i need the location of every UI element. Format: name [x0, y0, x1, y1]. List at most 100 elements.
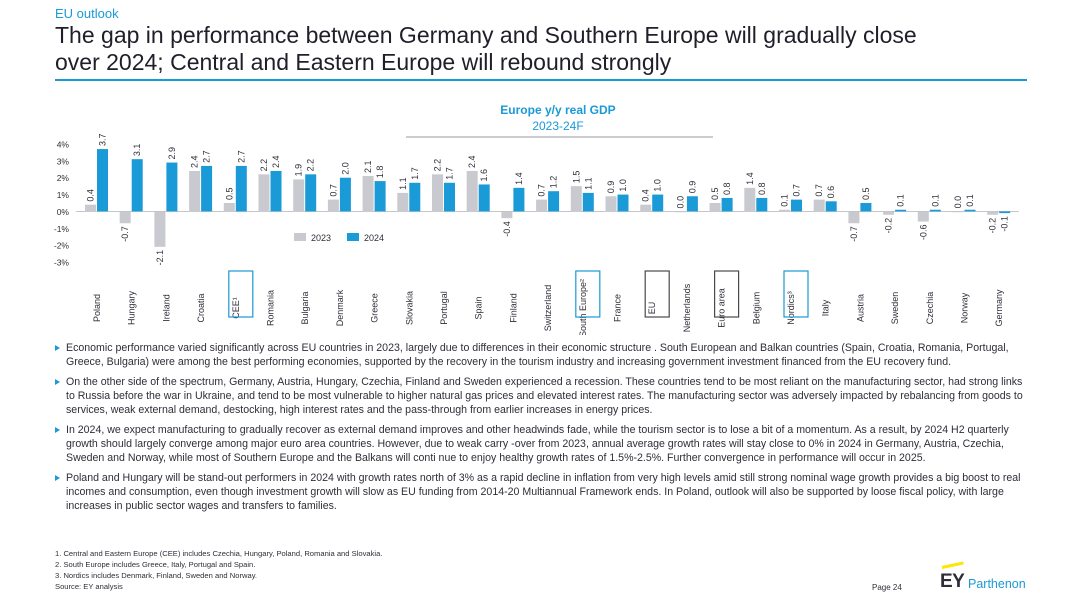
- title-line-2: over 2024; Central and Eastern Europe wi…: [55, 49, 672, 75]
- bar-2023: [605, 196, 617, 212]
- category-highlight-box: [713, 270, 740, 318]
- data-label-2024: 1.7: [410, 167, 420, 180]
- bar-2023: [85, 204, 96, 212]
- title-rule: [55, 79, 1027, 81]
- legend-label-2024: 2024: [364, 233, 384, 243]
- category-highlight-box: [575, 270, 601, 318]
- category-label: Hungary: [127, 290, 137, 325]
- data-label-2023: 1.4: [745, 172, 755, 185]
- data-label-2023: 0.7: [537, 184, 547, 197]
- data-label-2024: 1.0: [618, 179, 628, 192]
- bullet-text: Poland and Hungary will be stand-out per…: [66, 472, 1021, 512]
- bar-2023: [189, 170, 201, 212]
- legend-swatch-2024: [347, 233, 359, 241]
- category-label: Greece: [370, 293, 380, 323]
- y-tick-label: -3%: [54, 258, 70, 268]
- legend-label-2023: 2023: [311, 233, 331, 243]
- data-label-2024: 0.8: [722, 182, 732, 195]
- bullet-text: In 2024, we expect manufacturing to grad…: [66, 424, 1009, 464]
- bar-2024: [131, 159, 143, 212]
- category-label: Euro area: [717, 288, 727, 328]
- bar-2023: [432, 174, 443, 212]
- bullet-text: On the other side of the spectrum, Germa…: [66, 376, 1023, 416]
- bar-2024: [444, 182, 455, 212]
- data-label-2023: -0.7: [120, 226, 130, 242]
- data-label-2023: 0.5: [710, 187, 720, 200]
- data-label-2024: 1.2: [549, 176, 559, 189]
- data-label-2023: 0.0: [675, 196, 685, 209]
- category-label: EU: [647, 302, 657, 315]
- data-label-2023: 2.2: [433, 159, 443, 172]
- bar-2024: [964, 209, 976, 212]
- data-label-2024: 0.5: [861, 187, 871, 200]
- bar-2024: [235, 165, 247, 212]
- bullet-list: Economic performance varied significantl…: [55, 341, 1030, 519]
- category-label: Portugal: [439, 291, 449, 325]
- bar-2023: [813, 199, 825, 212]
- bar-2023: [987, 211, 999, 215]
- bar-2024: [582, 192, 594, 212]
- data-label-2023: -0.2: [988, 218, 998, 234]
- footnote: 1. Central and Eastern Europe (CEE) incl…: [55, 549, 383, 558]
- bar-2024: [825, 201, 837, 212]
- source-note: Source: EY analysis: [55, 582, 123, 591]
- bar-2024: [791, 199, 802, 212]
- data-label-2024: 0.1: [896, 194, 906, 207]
- bullet-item: On the other side of the spectrum, Germa…: [55, 375, 1030, 417]
- bar-2023: [397, 192, 409, 212]
- bar-2023: [779, 209, 790, 212]
- category-label: Netherlands: [682, 283, 692, 332]
- bar-2023: [570, 186, 582, 212]
- bar-2024: [686, 196, 698, 212]
- data-label-2024: 2.7: [202, 150, 212, 163]
- bar-2023: [848, 211, 860, 224]
- bar-2024: [895, 209, 907, 212]
- bar-2024: [756, 197, 768, 212]
- footnote: 3. Nordics includes Denmark, Finland, Sw…: [55, 571, 258, 580]
- bullet-arrow-icon: [55, 475, 60, 481]
- data-label-2024: 1.7: [445, 167, 455, 180]
- category-label: France: [613, 294, 623, 322]
- data-label-2024: 1.1: [583, 177, 593, 190]
- bullet-item: Poland and Hungary will be stand-out per…: [55, 471, 1030, 513]
- data-label-2024: 1.0: [653, 179, 663, 192]
- bar-2024: [478, 184, 490, 212]
- logo-yellow-bar: [941, 561, 964, 569]
- category-label: South Europe²: [578, 279, 588, 335]
- data-label-2023: -2.1: [155, 250, 165, 266]
- category-label: Norway: [960, 292, 970, 323]
- bar-2023: [223, 203, 235, 212]
- category-highlight-box: [783, 270, 809, 318]
- data-label-2024: 2.0: [340, 162, 350, 175]
- category-label: Bulgaria: [300, 291, 310, 324]
- data-label-2023: -0.6: [918, 225, 928, 241]
- bullet-arrow-icon: [55, 427, 60, 433]
- category-label: Switzerland: [543, 285, 553, 332]
- bar-2024: [860, 203, 872, 212]
- category-highlight-box: [644, 270, 670, 318]
- y-tick-label: -1%: [54, 224, 70, 234]
- bar-2023: [362, 176, 374, 212]
- bar-2023: [258, 174, 270, 212]
- data-label-2024: 2.4: [271, 155, 281, 168]
- logo-parthenon-text: Parthenon: [968, 577, 1026, 591]
- category-label: Ireland: [161, 294, 171, 322]
- y-tick-label: 4%: [57, 140, 70, 150]
- bar-2024: [97, 149, 108, 212]
- bar-2023: [674, 211, 686, 213]
- data-label-2024: 0.8: [757, 182, 767, 195]
- data-label-2023: 0.5: [224, 187, 234, 200]
- category-label: Romania: [266, 290, 276, 326]
- bar-2024: [721, 197, 733, 212]
- data-label-2024: 0.1: [965, 194, 975, 207]
- section-label: EU outlook: [55, 6, 119, 21]
- category-label: Belgium: [751, 292, 761, 325]
- data-label-2024: 0.6: [826, 186, 836, 199]
- data-label-2023: 0.7: [328, 184, 338, 197]
- bar-2023: [466, 170, 478, 212]
- footnote: 2. South Europe includes Greece, Italy, …: [55, 560, 256, 569]
- legend-swatch-2023: [294, 233, 306, 241]
- category-label: Germany: [994, 289, 1004, 327]
- bar-2023: [883, 211, 895, 215]
- data-label-2023: 0.7: [814, 184, 824, 197]
